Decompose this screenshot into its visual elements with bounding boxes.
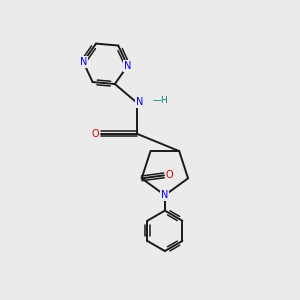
Text: N: N <box>124 61 131 71</box>
Text: N: N <box>161 190 169 200</box>
Text: N: N <box>136 98 143 107</box>
Text: N: N <box>80 57 87 67</box>
Text: O: O <box>92 129 99 139</box>
Text: O: O <box>166 170 173 180</box>
Text: —H: —H <box>153 97 169 106</box>
